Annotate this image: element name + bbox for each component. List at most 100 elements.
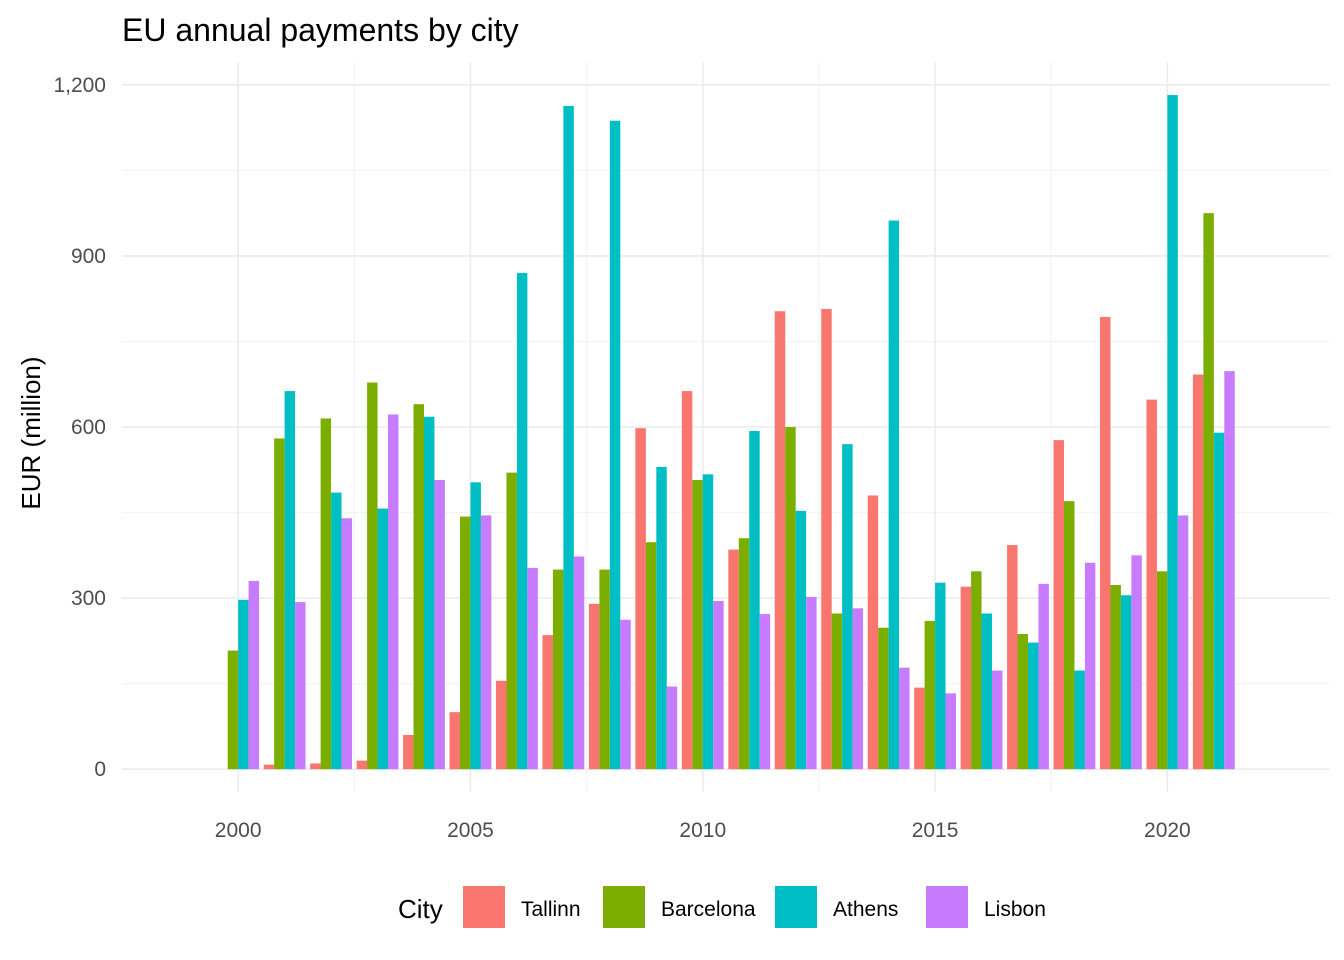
legend-key-lisbon (926, 886, 968, 928)
bar-lisbon-2001 (295, 602, 306, 770)
bar-athens-2002 (331, 492, 342, 770)
bar-barcelona-2015 (924, 620, 936, 770)
legend-label-lisbon: Lisbon (984, 898, 1046, 921)
bar-lisbon-2002 (341, 518, 352, 770)
bar-tallinn-2001 (263, 764, 275, 770)
bar-athens-2003 (377, 508, 388, 770)
bar-barcelona-2003 (367, 382, 378, 770)
y-tick-label: 0 (94, 758, 106, 781)
bar-tallinn-2016 (960, 586, 972, 770)
bar-barcelona-2007 (552, 569, 564, 770)
legend-label-tallinn: Tallinn (521, 898, 581, 921)
bar-lisbon-2018 (1084, 562, 1096, 770)
bar-barcelona-2016 (971, 571, 982, 770)
bar-tallinn-2013 (821, 308, 832, 770)
bar-barcelona-2008 (599, 569, 610, 770)
bar-tallinn-2003 (356, 760, 368, 770)
legend-key-barcelona (603, 886, 645, 928)
bar-athens-2009 (656, 466, 667, 770)
bar-tallinn-2006 (496, 680, 507, 770)
bar-athens-2001 (284, 391, 296, 770)
legend: City Tallinn Barcelona Athens Lisbon (398, 886, 1046, 928)
bar-barcelona-2005 (460, 516, 471, 770)
bar-tallinn-2008 (588, 603, 600, 770)
legend-title: City (398, 894, 443, 924)
legend-label-athens: Athens (833, 898, 898, 921)
bar-lisbon-2011 (759, 614, 771, 770)
axis-labels: 0 300 600 900 1,200 2000 2005 2010 2015 2020 (53, 74, 1190, 842)
bar-barcelona-2019 (1110, 584, 1121, 770)
bar-barcelona-2017 (1017, 634, 1028, 770)
legend-label-barcelona: Barcelona (661, 898, 756, 921)
bar-athens-2014 (888, 220, 900, 770)
chart-title: EU annual payments by city (122, 12, 519, 48)
bar-tallinn-2005 (449, 712, 460, 770)
bar-barcelona-2021 (1203, 213, 1214, 770)
bar-lisbon-2010 (713, 600, 724, 770)
bar-lisbon-2005 (480, 515, 492, 770)
bar-athens-2020 (1167, 95, 1178, 770)
bar-lisbon-2007 (573, 556, 585, 770)
bar-tallinn-2011 (728, 549, 739, 770)
bar-athens-2004 (424, 416, 435, 770)
y-tick-label: 600 (71, 416, 106, 439)
bar-lisbon-2016 (991, 670, 1003, 770)
bar-lisbon-2017 (1038, 583, 1049, 770)
bar-athens-2010 (702, 474, 714, 770)
bar-barcelona-2012 (785, 427, 796, 770)
bar-tallinn-2009 (635, 428, 646, 770)
bar-barcelona-2014 (878, 627, 889, 770)
bar-lisbon-2009 (666, 686, 678, 770)
bar-athens-2017 (1028, 642, 1039, 770)
bar-athens-2019 (1120, 595, 1132, 770)
bar-barcelona-2000 (227, 650, 239, 770)
bar-athens-2008 (609, 120, 621, 770)
bar-tallinn-2019 (1100, 316, 1111, 770)
bar-barcelona-2002 (320, 418, 332, 770)
legend-key-athens (775, 886, 817, 928)
bar-tallinn-2015 (914, 687, 925, 770)
bar-tallinn-2014 (867, 495, 879, 770)
bar-lisbon-2008 (620, 619, 631, 770)
bar-tallinn-2002 (310, 763, 321, 770)
bar-tallinn-2017 (1007, 545, 1018, 770)
bar-lisbon-2004 (434, 480, 445, 770)
bar-lisbon-2014 (899, 667, 910, 770)
bar-barcelona-2009 (645, 542, 657, 770)
bars (227, 95, 1235, 770)
x-tick-label: 2015 (912, 819, 959, 842)
y-tick-label: 900 (71, 245, 106, 268)
bar-lisbon-2021 (1224, 371, 1235, 770)
bar-lisbon-2013 (852, 608, 864, 770)
bar-athens-2018 (1074, 670, 1085, 770)
bar-lisbon-2003 (387, 414, 399, 770)
bar-tallinn-2007 (542, 635, 553, 770)
bar-tallinn-2020 (1146, 399, 1157, 770)
bar-athens-2013 (842, 444, 853, 770)
bar-tallinn-2021 (1192, 374, 1204, 770)
x-tick-label: 2005 (447, 819, 494, 842)
bar-athens-2016 (981, 613, 992, 770)
bar-lisbon-2020 (1177, 515, 1189, 770)
bar-barcelona-2011 (738, 538, 750, 770)
bar-athens-2006 (516, 273, 528, 770)
x-tick-label: 2020 (1144, 819, 1191, 842)
y-tick-label: 300 (71, 587, 106, 610)
bar-tallinn-2010 (681, 391, 693, 770)
y-axis-title: EUR (million) (16, 356, 46, 509)
bar-lisbon-2012 (806, 596, 817, 770)
bar-lisbon-2006 (527, 567, 538, 770)
bar-athens-2005 (470, 482, 481, 770)
bar-barcelona-2020 (1156, 571, 1168, 770)
bar-athens-2000 (238, 599, 249, 770)
x-tick-label: 2000 (215, 819, 262, 842)
x-tick-label: 2010 (679, 819, 726, 842)
bar-tallinn-2012 (774, 311, 786, 770)
bar-barcelona-2004 (413, 404, 424, 770)
bar-barcelona-2013 (831, 613, 843, 770)
bar-lisbon-2015 (945, 693, 956, 770)
bar-athens-2011 (749, 430, 760, 770)
y-tick-label: 1,200 (53, 74, 106, 97)
bar-athens-2015 (935, 582, 946, 770)
